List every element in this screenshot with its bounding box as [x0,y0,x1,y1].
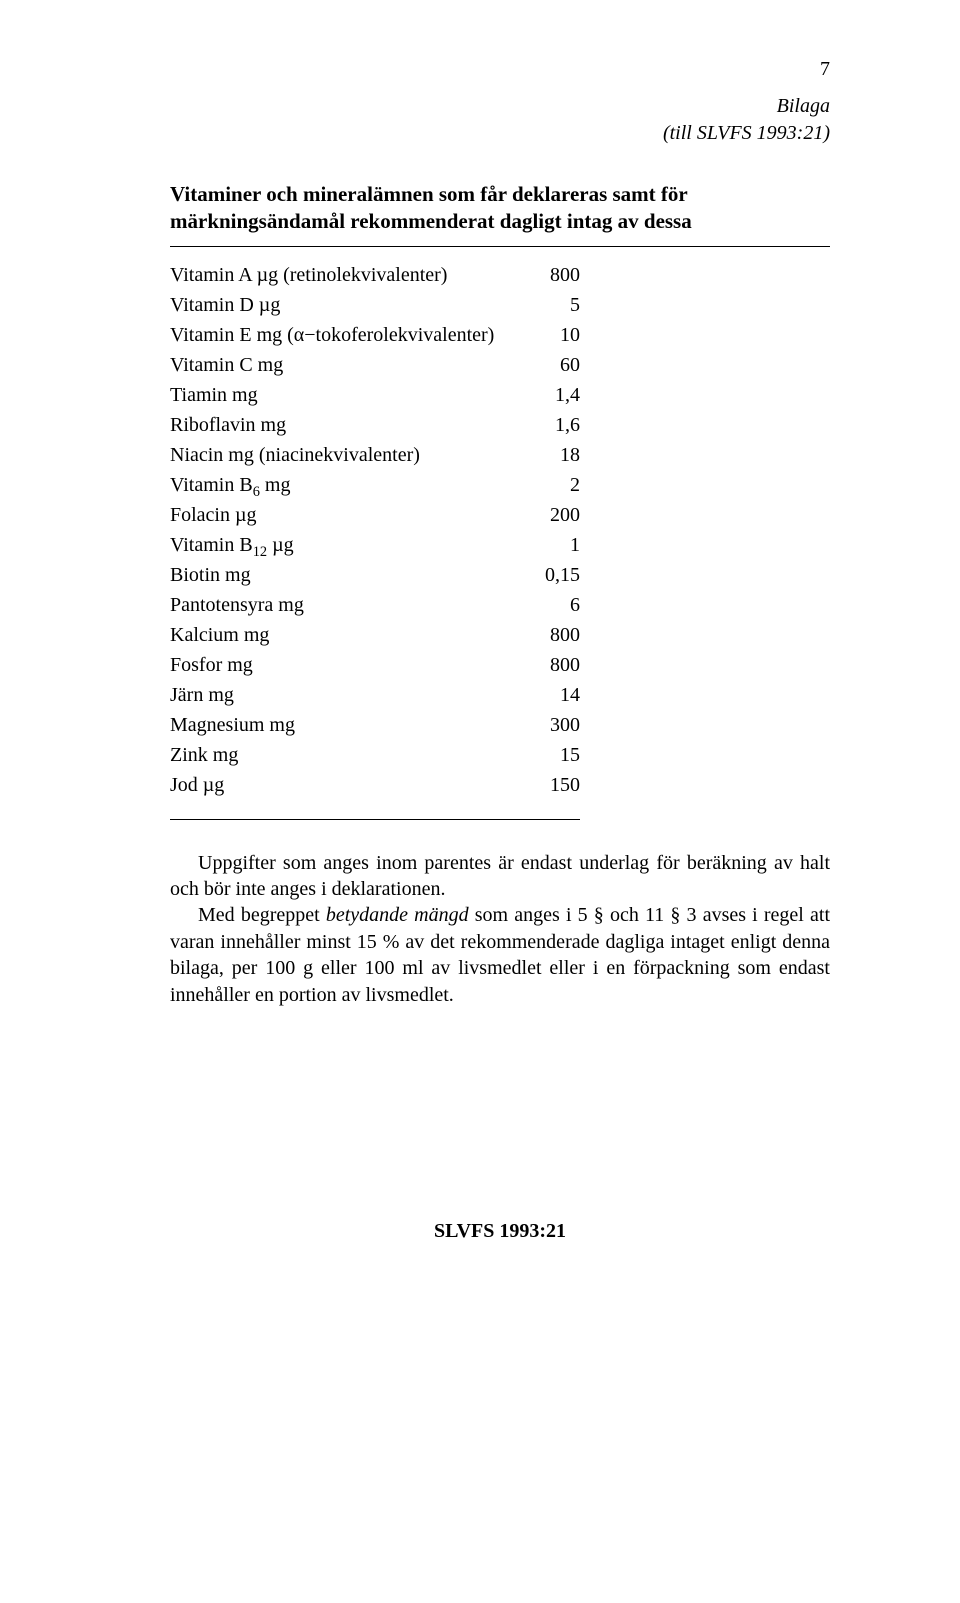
nutrient-value: 200 [528,501,580,531]
label-pre: Vitamin E mg (α−tokoferolekvivalenter) [170,324,494,346]
footer-code: SLVFS 1993:21 [170,1218,830,1245]
table-row: Vitamin D µg 5 [170,291,580,321]
label-pre: Vitamin C mg [170,354,283,376]
table-row: Vitamin E mg (α−tokoferolekvivalenter) 10 [170,321,580,351]
nutrient-value: 800 [528,261,580,291]
table-row: Järn mg 14 [170,681,580,711]
label-pre: Riboflavin mg [170,414,286,436]
nutrient-value: 1 [528,531,580,561]
annex-line-2: (till SLVFS 1993:21) [170,120,830,147]
table-row: Folacin µg 200 [170,501,580,531]
nutrient-value: 1,6 [528,411,580,441]
page-heading: Vitaminer och mineralämnen som får dekla… [170,181,790,236]
table-row: Fosfor mg 800 [170,651,580,681]
para2-italic: betydande mängd [326,904,469,926]
label-pre: Vitamin B [170,474,253,496]
table-row: Kalcium mg 800 [170,621,580,651]
label-pre: Vitamin B [170,534,253,556]
nutrient-value: 60 [528,351,580,381]
label-post: µg [267,534,294,556]
nutrient-label: Riboflavin mg [170,411,528,441]
label-pre: Fosfor mg [170,654,253,676]
nutrient-value: 14 [528,681,580,711]
nutrient-value: 1,4 [528,381,580,411]
label-pre: Vitamin A µg (retinolekvivalenter) [170,264,447,286]
nutrient-value: 300 [528,711,580,741]
nutrient-label: Niacin mg (niacinekvivalenter) [170,441,528,471]
nutrient-label: Vitamin E mg (α−tokoferolekvivalenter) [170,321,528,351]
rule-bottom [170,819,580,820]
paragraph-1: Uppgifter som anges inom parentes är end… [170,850,830,903]
table-row: Tiamin mg 1,4 [170,381,580,411]
table-row: Vitamin C mg 60 [170,351,580,381]
annex-block: Bilaga (till SLVFS 1993:21) [170,93,830,147]
para2-pre: Med begreppet [198,904,326,926]
label-pre: Jod µg [170,774,224,796]
table-row: Vitamin A µg (retinolekvivalenter) 800 [170,261,580,291]
label-pre: Folacin µg [170,504,257,526]
nutrient-label: Vitamin B12 µg [170,531,528,561]
label-subscript: 12 [253,544,267,560]
label-pre: Järn mg [170,684,234,706]
nutrient-label: Magnesium mg [170,711,528,741]
nutrient-value: 2 [528,471,580,501]
nutrient-value: 5 [528,291,580,321]
nutrient-label: Biotin mg [170,561,528,591]
nutrient-value: 800 [528,621,580,651]
nutrient-value: 10 [528,321,580,351]
nutrient-value: 18 [528,441,580,471]
label-pre: Magnesium mg [170,714,295,736]
nutrient-label: Pantotensyra mg [170,591,528,621]
nutrient-label: Folacin µg [170,501,528,531]
nutrient-label: Vitamin A µg (retinolekvivalenter) [170,261,528,291]
table-row: Pantotensyra mg 6 [170,591,580,621]
label-post: mg [260,474,291,496]
paragraph-2: Med begreppet betydande mängd som anges … [170,902,830,1008]
table-row: Vitamin B6 mg2 [170,471,580,501]
label-pre: Tiamin mg [170,384,258,406]
label-pre: Zink mg [170,744,238,766]
label-pre: Biotin mg [170,564,251,586]
label-pre: Kalcium mg [170,624,269,646]
nutrient-label: Vitamin D µg [170,291,528,321]
annex-line-1: Bilaga [170,93,830,120]
nutrient-value: 150 [528,771,580,801]
nutrient-value: 0,15 [528,561,580,591]
table-row: Biotin mg 0,15 [170,561,580,591]
page-number: 7 [170,56,830,83]
nutrient-label: Kalcium mg [170,621,528,651]
nutrient-table: Vitamin A µg (retinolekvivalenter)800Vit… [170,261,580,801]
table-row: Riboflavin mg 1,6 [170,411,580,441]
table-row: Magnesium mg 300 [170,711,580,741]
nutrient-label: Vitamin B6 mg [170,471,528,501]
nutrient-label: Järn mg [170,681,528,711]
nutrient-table-wrap: Vitamin A µg (retinolekvivalenter)800Vit… [170,247,830,819]
nutrient-value: 15 [528,741,580,771]
nutrient-label: Fosfor mg [170,651,528,681]
label-subscript: 6 [253,484,260,500]
label-pre: Vitamin D µg [170,294,280,316]
paragraph-block: Uppgifter som anges inom parentes är end… [170,850,830,1008]
nutrient-label: Tiamin mg [170,381,528,411]
label-pre: Pantotensyra mg [170,594,304,616]
nutrient-label: Zink mg [170,741,528,771]
nutrient-label: Jod µg [170,771,528,801]
table-row: Niacin mg (niacinekvivalenter) 18 [170,441,580,471]
table-row: Zink mg 15 [170,741,580,771]
label-pre: Niacin mg (niacinekvivalenter) [170,444,420,466]
table-row: Jod µg 150 [170,771,580,801]
nutrient-value: 6 [528,591,580,621]
nutrient-label: Vitamin C mg [170,351,528,381]
table-row: Vitamin B12 µg1 [170,531,580,561]
nutrient-value: 800 [528,651,580,681]
